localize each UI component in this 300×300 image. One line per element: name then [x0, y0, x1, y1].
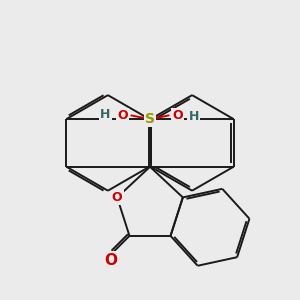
Text: O: O: [105, 253, 118, 268]
Text: H: H: [188, 110, 199, 123]
Text: S: S: [145, 112, 155, 126]
Text: O: O: [172, 109, 183, 122]
Text: O: O: [112, 191, 122, 204]
Text: O: O: [117, 109, 128, 122]
Text: H: H: [100, 108, 110, 121]
